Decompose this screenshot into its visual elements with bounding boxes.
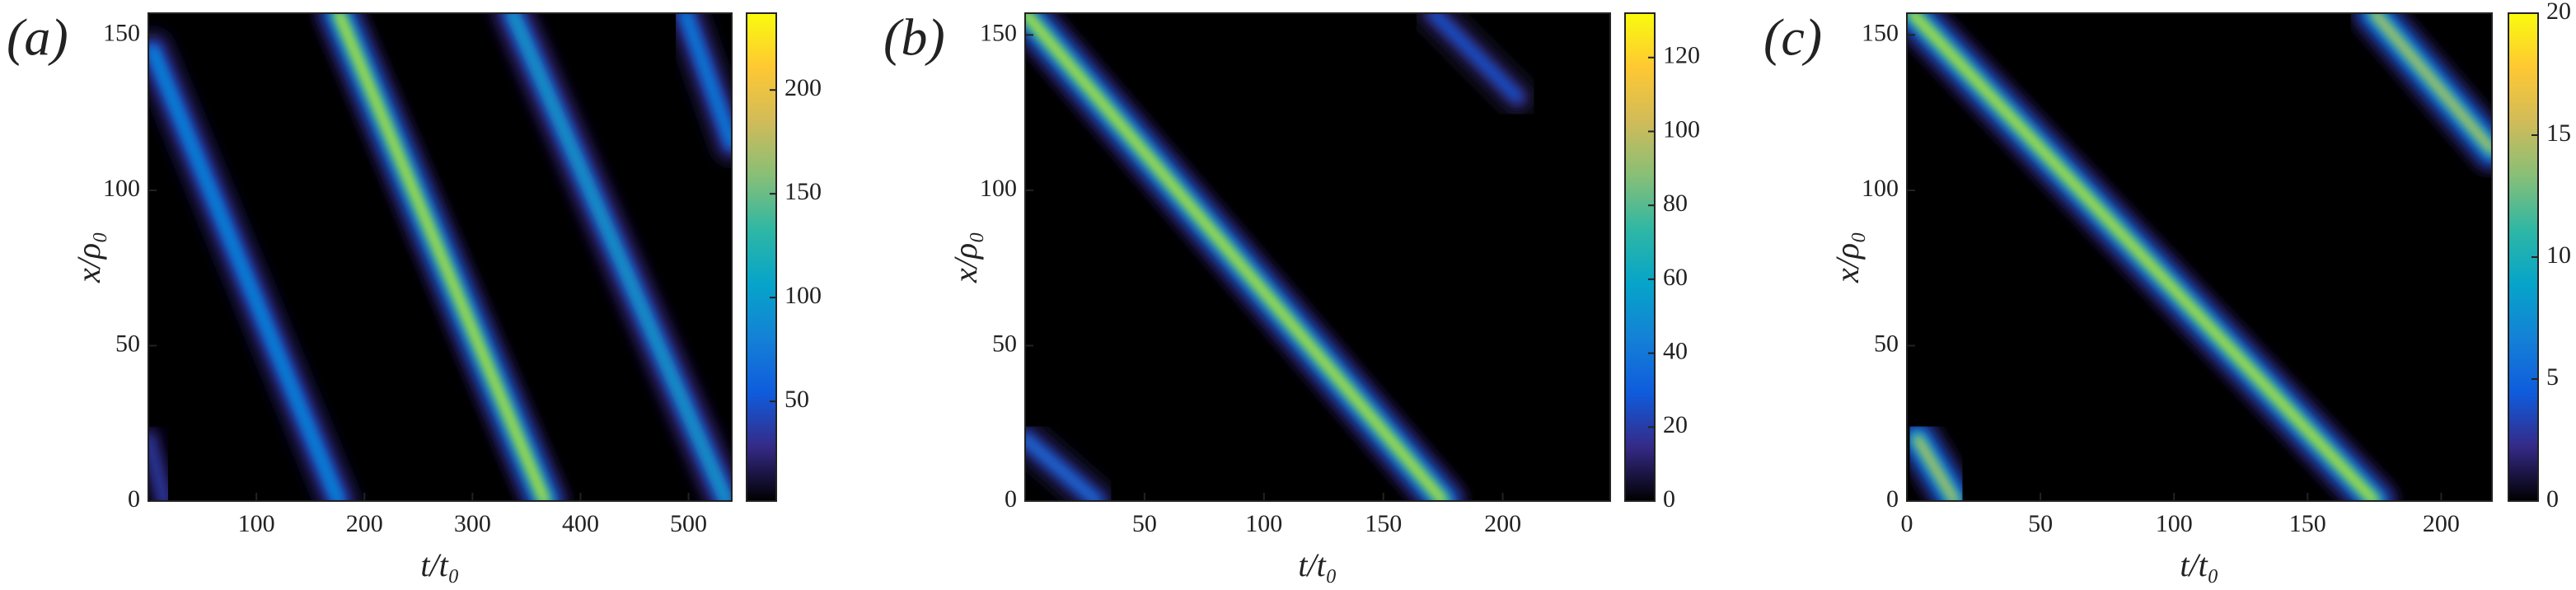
colorbar	[1624, 12, 1656, 502]
y-tick-label: 150	[103, 19, 140, 46]
x-tick-label: 200	[2423, 510, 2460, 537]
streak	[1431, 13, 1520, 101]
x-tick-label: 300	[454, 510, 491, 537]
colorbar-tick-label: 10	[2546, 241, 2571, 269]
colorbar-tick-label: 100	[785, 282, 822, 309]
field	[1025, 13, 1542, 501]
plot-frame	[148, 12, 733, 502]
streak	[1025, 13, 1446, 501]
streak	[335, 13, 548, 501]
panel-label: (a)	[7, 8, 68, 67]
x-tick-label: 50	[1132, 510, 1157, 537]
x-tick-label: 100	[1245, 510, 1282, 537]
streak	[1909, 13, 2377, 501]
panel-label: (b)	[883, 8, 945, 67]
colorbar-tick-label: 50	[785, 386, 809, 413]
y-tick-label: 50	[115, 330, 140, 357]
y-tick-label: 50	[992, 330, 1017, 357]
plot-frame	[1906, 12, 2493, 502]
y-tick-label: 0	[128, 485, 140, 513]
colorbar-tick-label: 60	[1663, 264, 1688, 291]
x-tick-label: 100	[2156, 510, 2193, 537]
x-axis-label: t/t₀	[2180, 546, 2218, 583]
streak	[1025, 436, 1100, 501]
colorbar-tick-label: 80	[1663, 190, 1688, 217]
colorbar-tick-label: 15	[2546, 119, 2571, 147]
colorbar-tick-label: 120	[1663, 42, 1700, 69]
field	[148, 13, 732, 501]
x-tick-label: 200	[1484, 510, 1521, 537]
y-axis-label: x/ρ₀	[70, 232, 107, 283]
y-tick-label: 0	[1005, 485, 1017, 513]
y-tick-label: 150	[980, 19, 1017, 46]
plot-frame	[1024, 12, 1611, 502]
y-tick-label: 100	[103, 175, 140, 202]
x-tick-label: 500	[670, 510, 707, 537]
colorbar-tick-label: 150	[785, 178, 822, 205]
y-tick-label: 50	[1874, 330, 1899, 357]
colorbar-tick-label: 200	[785, 74, 822, 101]
colorbar-tick-label: 20	[2546, 0, 2571, 25]
colorbar-tick-label: 5	[2546, 363, 2559, 391]
x-tick-label: 150	[2289, 510, 2326, 537]
field	[1907, 13, 2492, 501]
colorbar-tick-label: 40	[1663, 337, 1688, 364]
colorbar-tick-label: 100	[1663, 115, 1700, 143]
x-axis-label: t/t₀	[420, 546, 459, 583]
streak	[509, 13, 729, 501]
streak	[148, 436, 168, 501]
streak	[149, 47, 342, 501]
x-tick-label: 200	[346, 510, 383, 537]
x-tick-label: 150	[1365, 510, 1402, 537]
colorbar-tick-label: 20	[1663, 411, 1688, 438]
panel-label: (c)	[1763, 8, 1822, 67]
y-tick-label: 150	[1862, 19, 1899, 46]
x-tick-label: 400	[562, 510, 599, 537]
streak	[1914, 436, 1958, 501]
y-tick-label: 0	[1886, 485, 1899, 513]
streak	[682, 13, 732, 147]
colorbar-tick-label: 0	[2546, 485, 2559, 513]
colorbar-tick-label: 0	[1663, 485, 1675, 513]
x-tick-label: 0	[1901, 510, 1913, 537]
streak	[2371, 13, 2492, 153]
x-tick-label: 50	[2028, 510, 2053, 537]
y-axis-label: x/ρ₀	[947, 232, 984, 283]
y-axis-label: x/ρ₀	[1829, 232, 1866, 283]
y-tick-label: 100	[980, 175, 1017, 202]
colorbar	[746, 12, 777, 502]
x-axis-label: t/t₀	[1298, 546, 1337, 583]
y-tick-label: 100	[1862, 175, 1899, 202]
x-tick-label: 100	[238, 510, 275, 537]
